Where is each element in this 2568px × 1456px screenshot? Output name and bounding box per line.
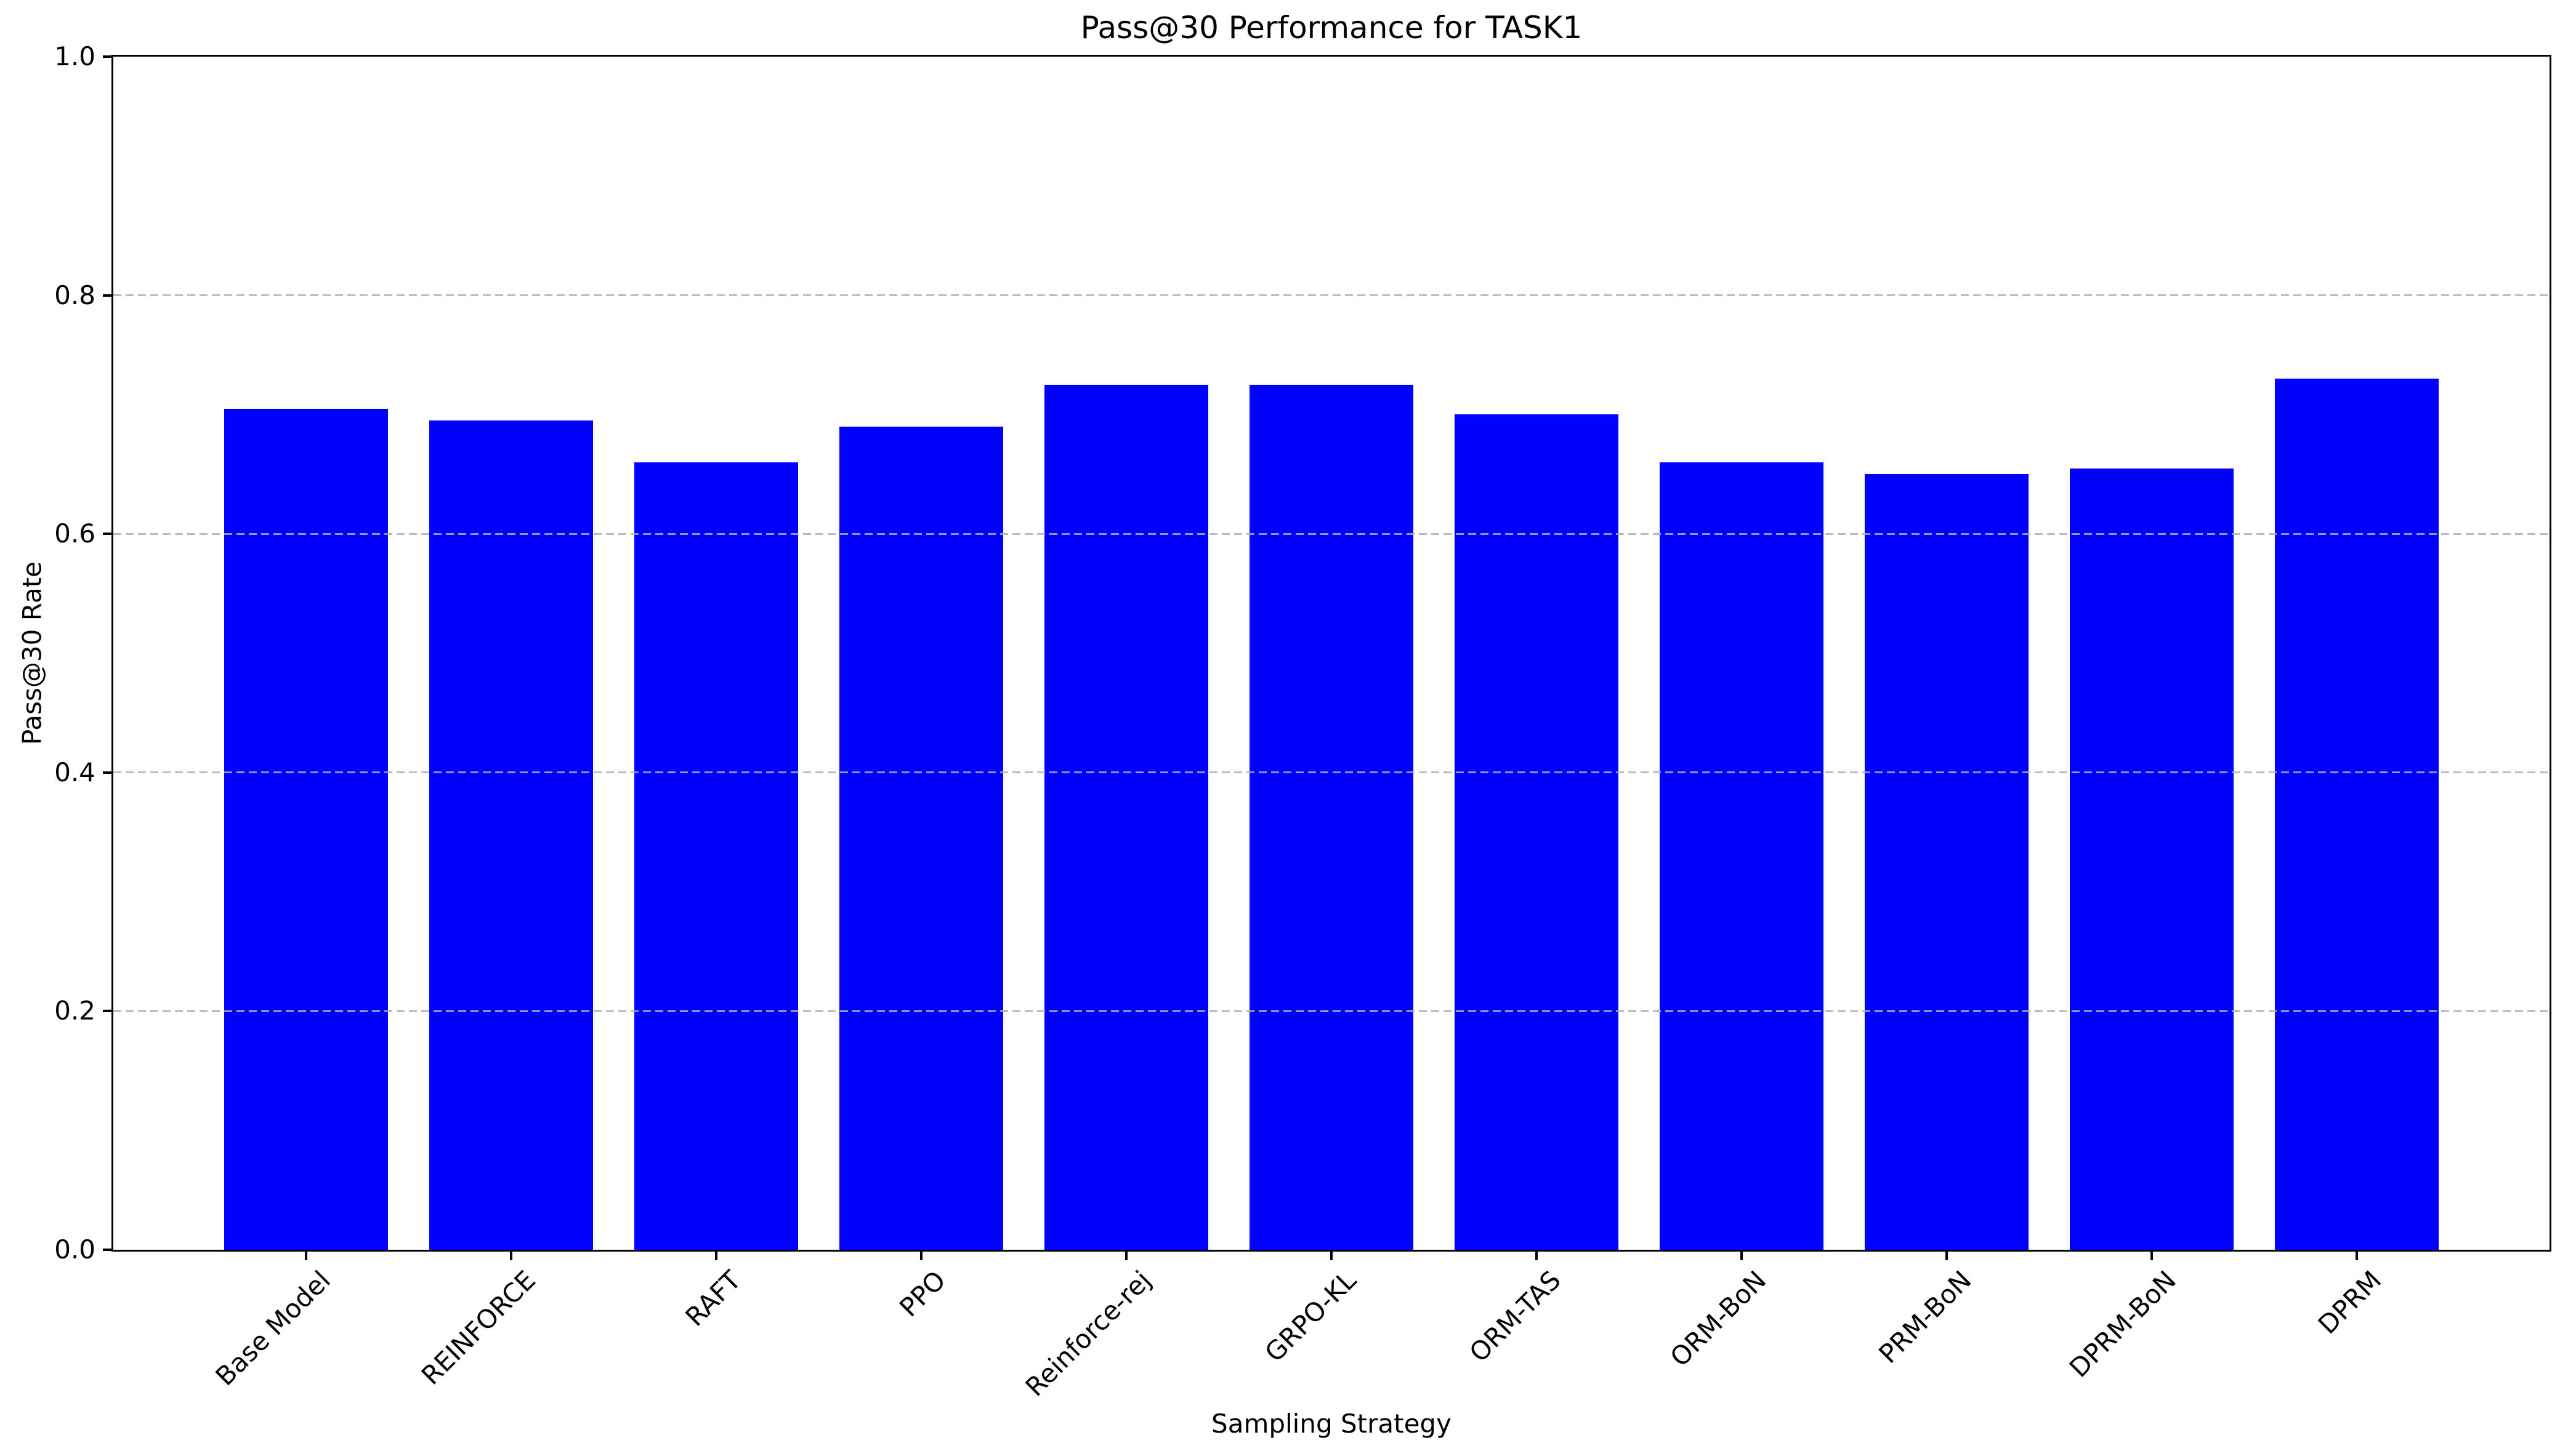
x-tick-mark xyxy=(2150,1252,2153,1260)
y-tick-mark xyxy=(103,1010,111,1013)
bar-dprm xyxy=(2275,379,2439,1250)
y-tick-label: 0.2 xyxy=(54,995,95,1026)
bar-orm-tas xyxy=(1455,414,1618,1250)
x-tick-label: ORM-TAS xyxy=(1463,1265,1567,1368)
x-tick-label: DPRM-BoN xyxy=(2064,1265,2182,1383)
x-tick-mark xyxy=(305,1252,307,1260)
bar-prm-bon xyxy=(1865,474,2029,1250)
bar-ppo xyxy=(839,426,1003,1250)
x-tick-mark xyxy=(510,1252,512,1260)
bar-reinforce-rej xyxy=(1044,384,1208,1250)
x-axis-label: Sampling Strategy xyxy=(1211,1409,1452,1439)
x-tick-label: PPO xyxy=(894,1265,952,1323)
x-tick-label: RAFT xyxy=(679,1265,747,1332)
y-tick-mark xyxy=(103,533,111,536)
y-tick-label: 0.8 xyxy=(54,280,95,310)
y-tick-mark xyxy=(103,1249,111,1251)
y-tick-mark xyxy=(103,294,111,297)
bar-dprm-bon xyxy=(2070,468,2234,1250)
x-tick-mark xyxy=(2356,1252,2358,1260)
x-tick-mark xyxy=(1330,1252,1333,1260)
y-tick-label: 0.6 xyxy=(54,518,95,549)
y-axis-label: Pass@30 Rate xyxy=(17,561,47,746)
x-tick-label: Base Model xyxy=(209,1265,337,1392)
x-tick-label: DPRM xyxy=(2312,1265,2388,1340)
x-tick-label: GRPO-KL xyxy=(1259,1265,1362,1368)
y-tick-label: 0.4 xyxy=(54,757,95,787)
x-tick-mark xyxy=(1945,1252,1948,1260)
chart-title: Pass@30 Performance for TASK1 xyxy=(1080,10,1583,46)
y-tick-label: 0.0 xyxy=(54,1234,95,1265)
bars-layer xyxy=(113,57,2550,1250)
y-tick-label: 1.0 xyxy=(54,41,95,71)
x-tick-label: Reinforce-rej xyxy=(1019,1265,1157,1402)
x-tick-mark xyxy=(920,1252,923,1260)
bar-grpo-kl xyxy=(1250,384,1413,1250)
x-tick-label: REINFORCE xyxy=(416,1265,542,1391)
bar-orm-bon xyxy=(1660,462,1823,1250)
y-tick-mark xyxy=(103,55,111,58)
x-tick-label: ORM-BoN xyxy=(1664,1265,1772,1373)
y-tick-mark xyxy=(103,771,111,774)
x-tick-mark xyxy=(1740,1252,1743,1260)
x-tick-label: PRM-BoN xyxy=(1872,1265,1977,1369)
plot-area xyxy=(111,55,2551,1252)
bar-raft xyxy=(634,462,798,1250)
bar-reinforce xyxy=(429,420,593,1250)
x-tick-mark xyxy=(715,1252,717,1260)
x-tick-mark xyxy=(1125,1252,1128,1260)
bar-base-model xyxy=(224,408,388,1250)
x-tick-mark xyxy=(1535,1252,1538,1260)
